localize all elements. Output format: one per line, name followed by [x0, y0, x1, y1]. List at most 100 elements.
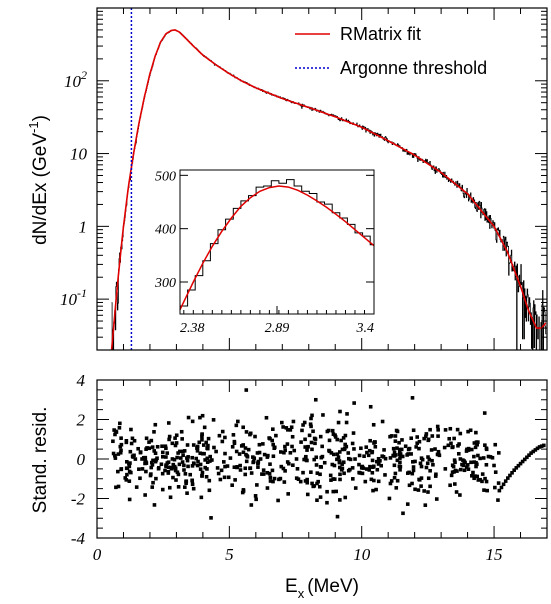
residual-point	[207, 478, 212, 483]
residual-point	[277, 477, 281, 482]
residual-point	[473, 445, 478, 450]
residual-point	[329, 451, 334, 455]
residual-point	[300, 428, 304, 433]
residual-point	[291, 419, 296, 424]
residual-point	[462, 459, 466, 463]
residual-point	[380, 454, 385, 458]
residual-point	[200, 434, 204, 439]
residual-point	[493, 485, 497, 490]
residual-point	[147, 440, 151, 444]
residual-point	[368, 438, 372, 443]
residual-point	[152, 503, 157, 507]
residual-point	[360, 464, 365, 469]
residual-point	[243, 466, 248, 471]
residual-point	[190, 455, 195, 460]
residual-point	[150, 463, 155, 467]
inset-x-tick-label: 3.4	[356, 321, 375, 336]
residual-point	[185, 458, 190, 463]
residual-point	[331, 489, 336, 494]
residual-point	[542, 443, 546, 448]
residual-point	[160, 444, 164, 449]
residual-point	[174, 433, 179, 438]
residual-point	[132, 453, 136, 458]
residual-point	[243, 446, 248, 450]
residual-point	[423, 503, 428, 507]
residual-point	[276, 498, 280, 503]
residual-point	[153, 422, 158, 427]
residual-point	[245, 453, 249, 458]
residual-point	[151, 480, 155, 485]
residual-point	[212, 445, 216, 450]
residual-point	[315, 481, 319, 486]
residual-point	[268, 436, 272, 441]
residual-point	[410, 481, 414, 486]
legend-threshold-label: Argonne threshold	[340, 58, 487, 78]
residual-panel: -4 -2 0 2 4 Stand. resid. 0 5 10 15 Ex (MeV)	[30, 371, 548, 601]
residual-point	[329, 478, 333, 482]
residual-point	[154, 458, 159, 462]
residual-point	[456, 451, 461, 456]
residual-point	[204, 474, 209, 479]
residual-point	[388, 456, 393, 460]
residual-point	[514, 466, 519, 470]
residual-point	[257, 450, 262, 455]
residual-point	[234, 449, 239, 454]
residual-point	[118, 421, 122, 426]
residual-point	[472, 454, 476, 459]
residual-point	[310, 413, 314, 418]
residual-point	[283, 448, 287, 453]
residual-point	[399, 447, 404, 452]
residual-point	[482, 488, 486, 492]
residual-point	[443, 428, 448, 432]
inset-x-tick-label: 2.89	[265, 321, 290, 336]
residual-point	[476, 440, 480, 444]
residual-point	[490, 455, 495, 460]
residual-point	[388, 434, 392, 439]
residual-point	[217, 433, 222, 438]
residual-point	[236, 419, 240, 424]
residual-point	[302, 457, 306, 462]
residual-point	[368, 464, 372, 469]
main-y-tick-label: 1	[79, 217, 88, 236]
residual-point	[391, 446, 396, 451]
residual-point	[143, 458, 148, 462]
residual-point	[281, 425, 285, 429]
residual-point	[458, 467, 463, 472]
residual-point	[411, 428, 416, 433]
residual-point	[362, 454, 366, 459]
residual-point	[200, 413, 205, 418]
residual-point	[164, 446, 168, 451]
residual-point	[164, 463, 168, 467]
x-tick-label: 0	[93, 545, 102, 564]
residual-point	[473, 474, 477, 478]
residual-point	[200, 470, 205, 475]
residual-point	[343, 495, 348, 500]
residual-point	[392, 463, 397, 468]
residual-point	[333, 435, 338, 439]
residual-point	[176, 472, 181, 477]
residual-point	[437, 453, 442, 458]
residual-point	[446, 443, 451, 448]
residual-point	[434, 497, 439, 501]
residual-point	[375, 459, 379, 464]
residual-point	[506, 476, 510, 480]
residual-point	[309, 470, 313, 474]
residual-point	[199, 495, 204, 500]
residual-point	[312, 457, 317, 462]
inset-y-tick-label: 500	[155, 169, 176, 184]
residual-point	[253, 494, 258, 498]
residual-point	[379, 463, 383, 468]
residual-point	[433, 474, 438, 478]
residual-point	[128, 461, 132, 465]
residual-y-tick-label: 2	[77, 411, 86, 430]
residual-point	[210, 458, 214, 462]
residual-point	[452, 458, 457, 462]
residual-point	[129, 441, 134, 446]
residual-point	[337, 465, 342, 470]
residual-point	[475, 442, 479, 447]
residual-point	[225, 464, 230, 468]
residual-point	[478, 456, 482, 461]
residual-point	[241, 450, 246, 455]
residual-point	[447, 436, 452, 441]
residual-point	[261, 472, 266, 476]
